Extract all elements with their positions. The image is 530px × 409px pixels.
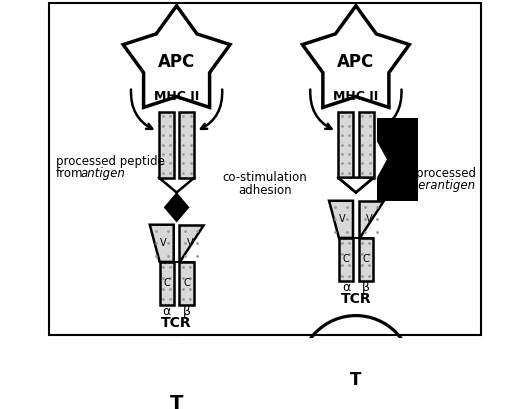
Polygon shape	[377, 141, 387, 178]
Text: MHC II: MHC II	[333, 90, 378, 103]
Text: β: β	[362, 281, 370, 294]
Text: processed peptide: processed peptide	[56, 155, 165, 168]
Bar	[160, 262, 174, 305]
Text: V: V	[187, 238, 193, 248]
Text: β: β	[182, 305, 190, 318]
Text: V: V	[339, 214, 346, 225]
Circle shape	[120, 339, 233, 409]
Bar	[359, 112, 374, 178]
Bar	[359, 238, 373, 281]
Polygon shape	[150, 225, 174, 262]
Text: co-stimulation: co-stimulation	[223, 171, 307, 184]
Text: TCR: TCR	[341, 292, 371, 306]
Text: adhesion: adhesion	[238, 184, 292, 196]
Text: C: C	[342, 254, 349, 264]
Bar	[159, 112, 174, 178]
Polygon shape	[359, 201, 383, 238]
Bar	[338, 112, 353, 178]
Text: α: α	[342, 281, 350, 294]
Bar	[377, 118, 418, 201]
Bar	[180, 262, 193, 305]
Polygon shape	[338, 178, 374, 193]
Bar	[180, 112, 195, 178]
Text: C: C	[183, 279, 190, 288]
Text: C: C	[363, 254, 369, 264]
Text: C: C	[163, 279, 170, 288]
Text: APC: APC	[158, 53, 195, 71]
Polygon shape	[165, 194, 188, 220]
Polygon shape	[180, 225, 204, 262]
Text: from: from	[56, 167, 84, 180]
Text: antigen: antigen	[81, 167, 126, 180]
Text: α: α	[163, 305, 171, 318]
Text: MHC II: MHC II	[154, 90, 199, 103]
Text: superantigen: superantigen	[398, 180, 475, 192]
Text: unprocessed: unprocessed	[401, 167, 475, 180]
Text: V: V	[160, 238, 167, 248]
Text: T: T	[350, 371, 361, 389]
Bar	[339, 238, 353, 281]
Text: APC: APC	[337, 53, 375, 71]
Polygon shape	[329, 201, 353, 238]
Text: TCR: TCR	[161, 316, 192, 330]
Text: T: T	[170, 395, 183, 409]
Text: V: V	[366, 214, 373, 225]
Circle shape	[299, 316, 412, 409]
